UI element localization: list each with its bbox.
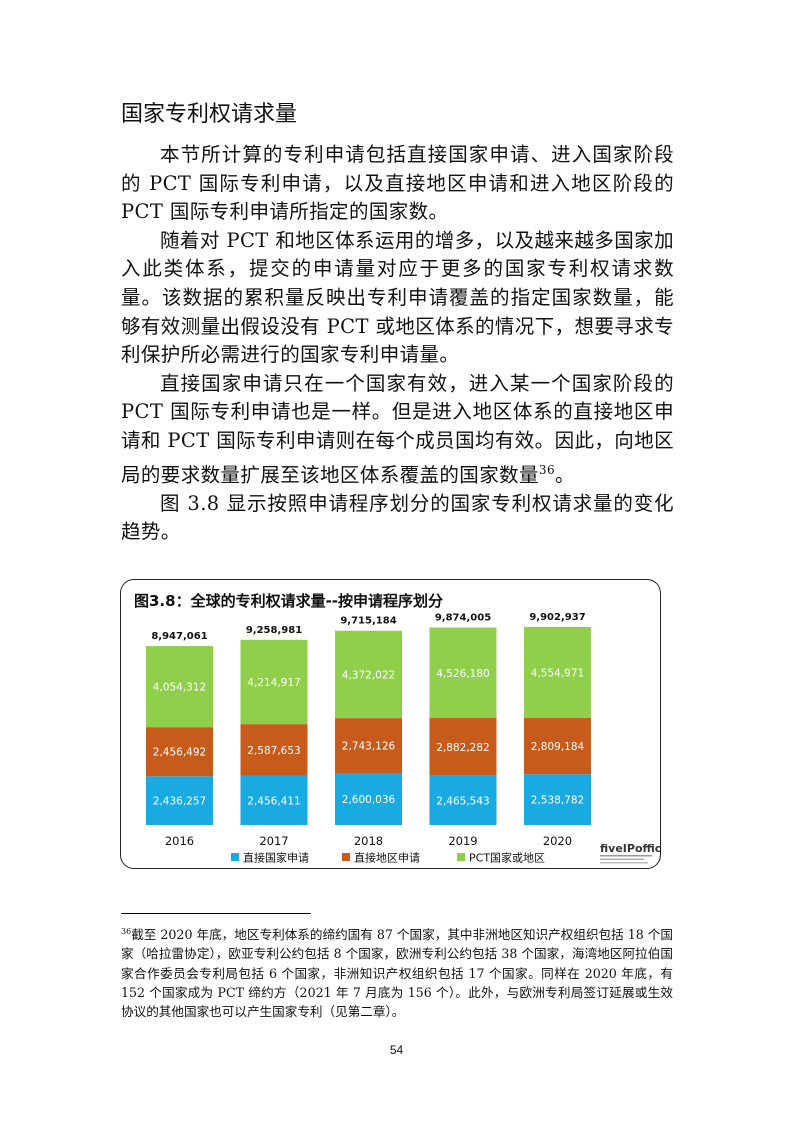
legend-label-1: 直接地区申请 (354, 851, 420, 865)
bar-2019-series-1 (429, 718, 497, 776)
bar-2020-series-0 (524, 774, 591, 825)
total-label-2017: 9,258,981 (246, 625, 302, 636)
footnote-rule (121, 913, 311, 914)
legend-label-2: PCT国家或地区 (469, 851, 545, 865)
page-number: 54 (389, 1043, 404, 1057)
bar-2020-series-2 (524, 626, 591, 719)
data-label-2016-series-1: 2,456,492 (153, 747, 206, 759)
data-label-2018-series-2: 4,372,022 (342, 669, 395, 681)
data-label-2019-series-0: 2,465,543 (436, 795, 489, 807)
paragraph-1: 本节所计算的专利申请包括直接国家申请、进入国家阶段的 PCT 国际专利申请，以及… (121, 143, 674, 224)
bar-2016-series-1 (146, 727, 213, 777)
paragraph-3-end: 。 (554, 463, 575, 487)
data-label-2017-series-1: 2,587,653 (247, 745, 300, 757)
footnote-text: 截至 2020 年底，地区专利体系的缔约国有 87 个国家，其中非洲地区知识产权… (121, 927, 673, 1019)
logo-line-1 (600, 855, 652, 857)
legend-swatch-1 (342, 853, 350, 861)
paragraph-3-text: 直接国家申请只在一个国家有效，进入某一个国家阶段的 PCT 国际专利申请也是一样… (121, 371, 674, 487)
data-label-2016-series-2: 4,054,312 (153, 682, 206, 694)
stacked-bar-chart: 图3.8：全球的专利权请求量--按申请程序划分 2,436,257 2,456,4… (134, 592, 662, 865)
tick-label-2019: 2019 (448, 834, 477, 848)
bar-2020-series-1 (524, 718, 591, 775)
bar-2019-series-0 (429, 775, 497, 825)
data-label-2020-series-0: 2,538,782 (531, 795, 584, 807)
total-label-2019: 9,874,005 (435, 613, 491, 624)
bar-2016-series-0 (146, 776, 213, 825)
tick-label-2018: 2018 (354, 834, 383, 848)
data-label-2017-series-0: 2,456,411 (247, 795, 300, 807)
total-label-2020: 9,902,937 (529, 612, 585, 623)
paragraph-3: 直接国家申请只在一个国家有效，进入某一个国家阶段的 PCT 国际专利申请也是一样… (121, 370, 674, 490)
total-label-2018: 9,715,184 (340, 616, 396, 627)
footnote-number: 36 (121, 927, 132, 936)
figure-3-8: 图3.8：全球的专利权请求量--按申请程序划分 2,436,257 2,456,4… (120, 579, 662, 869)
data-label-2018-series-0: 2,600,036 (342, 794, 396, 806)
bar-2019-series-2 (429, 627, 497, 719)
legend-swatch-0 (231, 853, 239, 861)
bar-2017-series-2 (240, 639, 308, 725)
bar-2018-series-1 (335, 718, 402, 773)
footnote-ref[interactable]: 36 (538, 462, 555, 477)
logo-line-3 (600, 862, 648, 864)
tick-label-2020: 2020 (543, 834, 572, 848)
paragraph-4: 图 3.8 显示按照申请程序划分的国家专利权请求量的变化趋势。 (121, 491, 674, 544)
footnote: 36截至 2020 年底，地区专利体系的缔约国有 87 个国家，其中非洲地区知识… (121, 922, 673, 1021)
data-label-2019-series-1: 2,882,282 (436, 742, 489, 754)
bar-2018-series-0 (335, 772, 402, 825)
fiveipoffices-logo: fiveIPoffices (600, 842, 662, 864)
body-text: 本节所计算的专利申请包括直接国家申请、进入国家阶段的 PCT 国际专利申请，以及… (121, 141, 674, 547)
logo-line-2 (600, 858, 644, 860)
bar-2016-series-2 (146, 646, 213, 728)
data-label-2020-series-1: 2,809,184 (531, 741, 585, 753)
data-label-2017-series-2: 4,214,917 (247, 677, 300, 689)
section-heading: 国家专利权请求量 (121, 102, 298, 127)
legend-label-0: 直接国家申请 (243, 851, 309, 865)
logo-text: fiveIPoffices (600, 842, 662, 855)
bar-2017-series-1 (240, 724, 308, 776)
data-label-2018-series-1: 2,743,126 (342, 741, 396, 753)
bar-2017-series-0 (240, 775, 308, 825)
bar-2018-series-2 (335, 630, 402, 719)
tick-label-2017: 2017 (259, 834, 288, 848)
legend-swatch-2 (457, 853, 465, 861)
total-label-2016: 8,947,061 (151, 631, 207, 642)
data-label-2016-series-0: 2,436,257 (153, 796, 206, 808)
data-label-2020-series-2: 4,554,971 (531, 667, 584, 679)
data-label-2019-series-2: 4,526,180 (436, 668, 489, 680)
tick-label-2016: 2016 (165, 834, 194, 848)
chart-title: 图3.8：全球的专利权请求量--按申请程序划分 (134, 592, 443, 610)
paragraph-2: 随着对 PCT 和地区体系运用的增多，以及越来越多国家加入此类体系，提交的申请量… (121, 228, 674, 367)
